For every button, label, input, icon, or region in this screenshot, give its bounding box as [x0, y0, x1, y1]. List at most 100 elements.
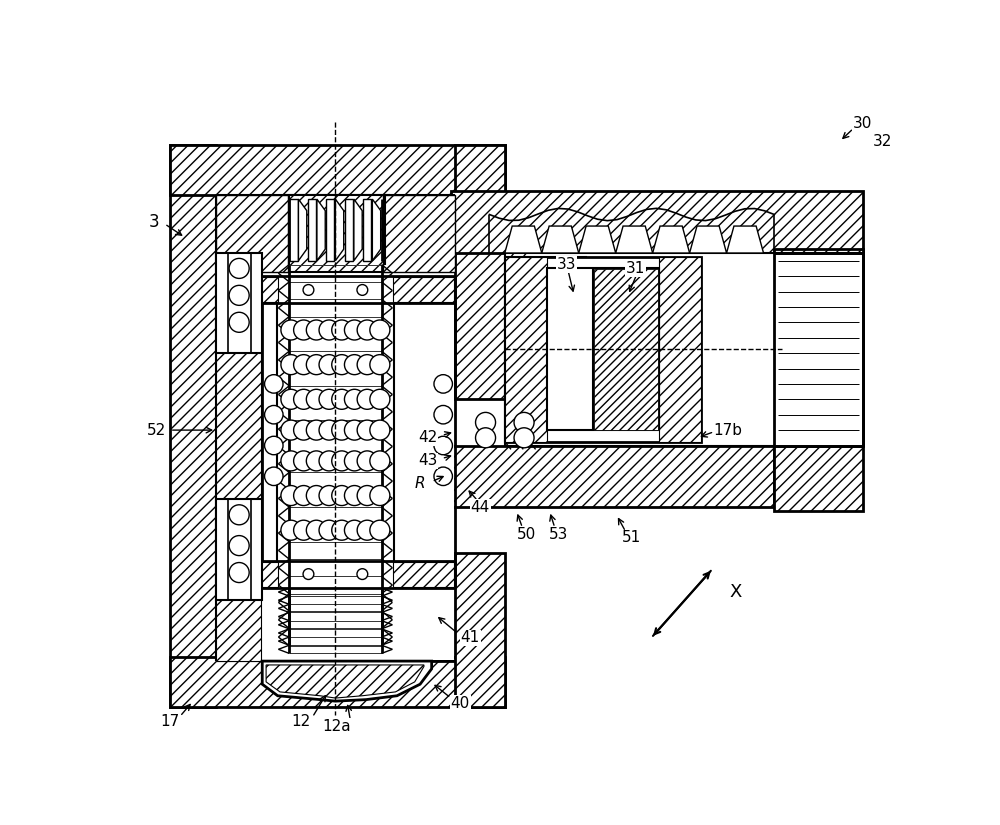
Circle shape: [294, 355, 314, 375]
Circle shape: [514, 412, 534, 432]
Circle shape: [281, 320, 301, 340]
Circle shape: [294, 521, 314, 540]
Polygon shape: [308, 199, 316, 261]
Circle shape: [281, 451, 301, 471]
Circle shape: [434, 436, 452, 455]
Circle shape: [229, 535, 249, 555]
Bar: [505, 253, 863, 446]
Circle shape: [344, 451, 364, 471]
Polygon shape: [579, 226, 616, 253]
Circle shape: [357, 355, 377, 375]
Circle shape: [229, 285, 249, 305]
Circle shape: [514, 428, 534, 448]
Polygon shape: [363, 199, 371, 261]
Text: 43: 43: [418, 454, 437, 469]
Text: X: X: [730, 582, 742, 601]
Circle shape: [306, 451, 326, 471]
Circle shape: [476, 412, 496, 432]
Text: 17: 17: [160, 714, 179, 728]
Circle shape: [319, 389, 339, 409]
Text: 53: 53: [549, 526, 568, 541]
Circle shape: [265, 375, 283, 394]
Circle shape: [434, 405, 452, 424]
Circle shape: [344, 320, 364, 340]
Bar: [393, 277, 454, 302]
Polygon shape: [354, 199, 362, 261]
Circle shape: [370, 486, 390, 506]
Bar: [455, 145, 505, 399]
Circle shape: [344, 355, 364, 375]
Bar: [594, 269, 658, 430]
Polygon shape: [616, 226, 653, 253]
Circle shape: [306, 486, 326, 506]
Circle shape: [332, 320, 352, 340]
Circle shape: [370, 389, 390, 409]
Bar: [455, 554, 505, 707]
Bar: [505, 257, 547, 441]
Polygon shape: [289, 199, 298, 261]
Circle shape: [319, 420, 339, 440]
Text: 51: 51: [622, 530, 641, 545]
Text: 3: 3: [149, 213, 160, 231]
Circle shape: [370, 320, 390, 340]
Text: 12: 12: [291, 714, 310, 728]
Text: 41: 41: [461, 630, 480, 645]
Circle shape: [370, 451, 390, 471]
Circle shape: [357, 521, 377, 540]
Bar: [285, 196, 389, 272]
Circle shape: [370, 420, 390, 440]
Bar: [659, 257, 701, 441]
Bar: [393, 562, 454, 587]
Circle shape: [303, 285, 314, 295]
Bar: [216, 588, 261, 661]
Polygon shape: [298, 199, 307, 261]
Text: 42: 42: [418, 431, 437, 446]
Bar: [547, 268, 659, 430]
Text: 17b: 17b: [714, 422, 743, 437]
Circle shape: [306, 389, 326, 409]
Polygon shape: [262, 661, 432, 701]
Bar: [217, 196, 454, 660]
Circle shape: [332, 420, 352, 440]
Text: 40: 40: [451, 696, 470, 711]
Circle shape: [294, 320, 314, 340]
Circle shape: [344, 420, 364, 440]
Circle shape: [357, 285, 368, 295]
Text: 33: 33: [557, 257, 576, 272]
Text: 12a: 12a: [323, 719, 351, 734]
Text: 32: 32: [872, 134, 892, 148]
Circle shape: [319, 486, 339, 506]
Circle shape: [303, 568, 314, 579]
Polygon shape: [317, 199, 325, 261]
Bar: [383, 196, 455, 272]
Circle shape: [319, 521, 339, 540]
Circle shape: [357, 568, 368, 579]
Circle shape: [306, 521, 326, 540]
Circle shape: [332, 486, 352, 506]
Bar: [451, 191, 863, 253]
Bar: [170, 145, 216, 707]
Polygon shape: [690, 226, 727, 253]
Circle shape: [344, 521, 364, 540]
Bar: [216, 253, 262, 353]
Circle shape: [281, 486, 301, 506]
Bar: [216, 303, 261, 561]
Text: 50: 50: [517, 526, 536, 541]
Circle shape: [332, 389, 352, 409]
Polygon shape: [335, 199, 344, 261]
Polygon shape: [345, 199, 353, 261]
Circle shape: [265, 405, 283, 424]
Circle shape: [229, 505, 249, 525]
Bar: [262, 277, 278, 302]
Polygon shape: [542, 226, 579, 253]
Circle shape: [344, 486, 364, 506]
Bar: [451, 446, 774, 507]
Bar: [262, 562, 278, 587]
Text: 44: 44: [471, 500, 490, 515]
Circle shape: [357, 420, 377, 440]
Circle shape: [344, 389, 364, 409]
Circle shape: [370, 355, 390, 375]
Circle shape: [281, 355, 301, 375]
Circle shape: [476, 428, 496, 448]
Polygon shape: [266, 665, 424, 698]
